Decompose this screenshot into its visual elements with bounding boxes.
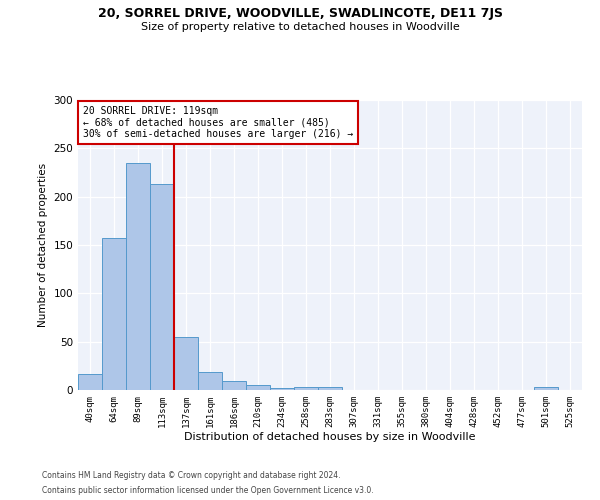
Text: Distribution of detached houses by size in Woodville: Distribution of detached houses by size …: [184, 432, 476, 442]
Text: 20 SORREL DRIVE: 119sqm
← 68% of detached houses are smaller (485)
30% of semi-d: 20 SORREL DRIVE: 119sqm ← 68% of detache…: [83, 106, 353, 139]
Bar: [246, 385, 270, 390]
Bar: [150, 184, 174, 390]
Bar: [126, 163, 150, 390]
Bar: [222, 382, 246, 390]
Text: Contains HM Land Registry data © Crown copyright and database right 2024.: Contains HM Land Registry data © Crown c…: [42, 471, 341, 480]
Bar: [318, 387, 342, 390]
Text: Size of property relative to detached houses in Woodville: Size of property relative to detached ho…: [140, 22, 460, 32]
Bar: [534, 387, 558, 390]
Bar: [102, 238, 126, 390]
Bar: [78, 374, 102, 390]
Text: 20, SORREL DRIVE, WOODVILLE, SWADLINCOTE, DE11 7JS: 20, SORREL DRIVE, WOODVILLE, SWADLINCOTE…: [97, 8, 503, 20]
Text: Contains public sector information licensed under the Open Government Licence v3: Contains public sector information licen…: [42, 486, 374, 495]
Y-axis label: Number of detached properties: Number of detached properties: [38, 163, 48, 327]
Bar: [198, 372, 222, 390]
Bar: [270, 388, 294, 390]
Bar: [294, 387, 318, 390]
Bar: [174, 337, 198, 390]
